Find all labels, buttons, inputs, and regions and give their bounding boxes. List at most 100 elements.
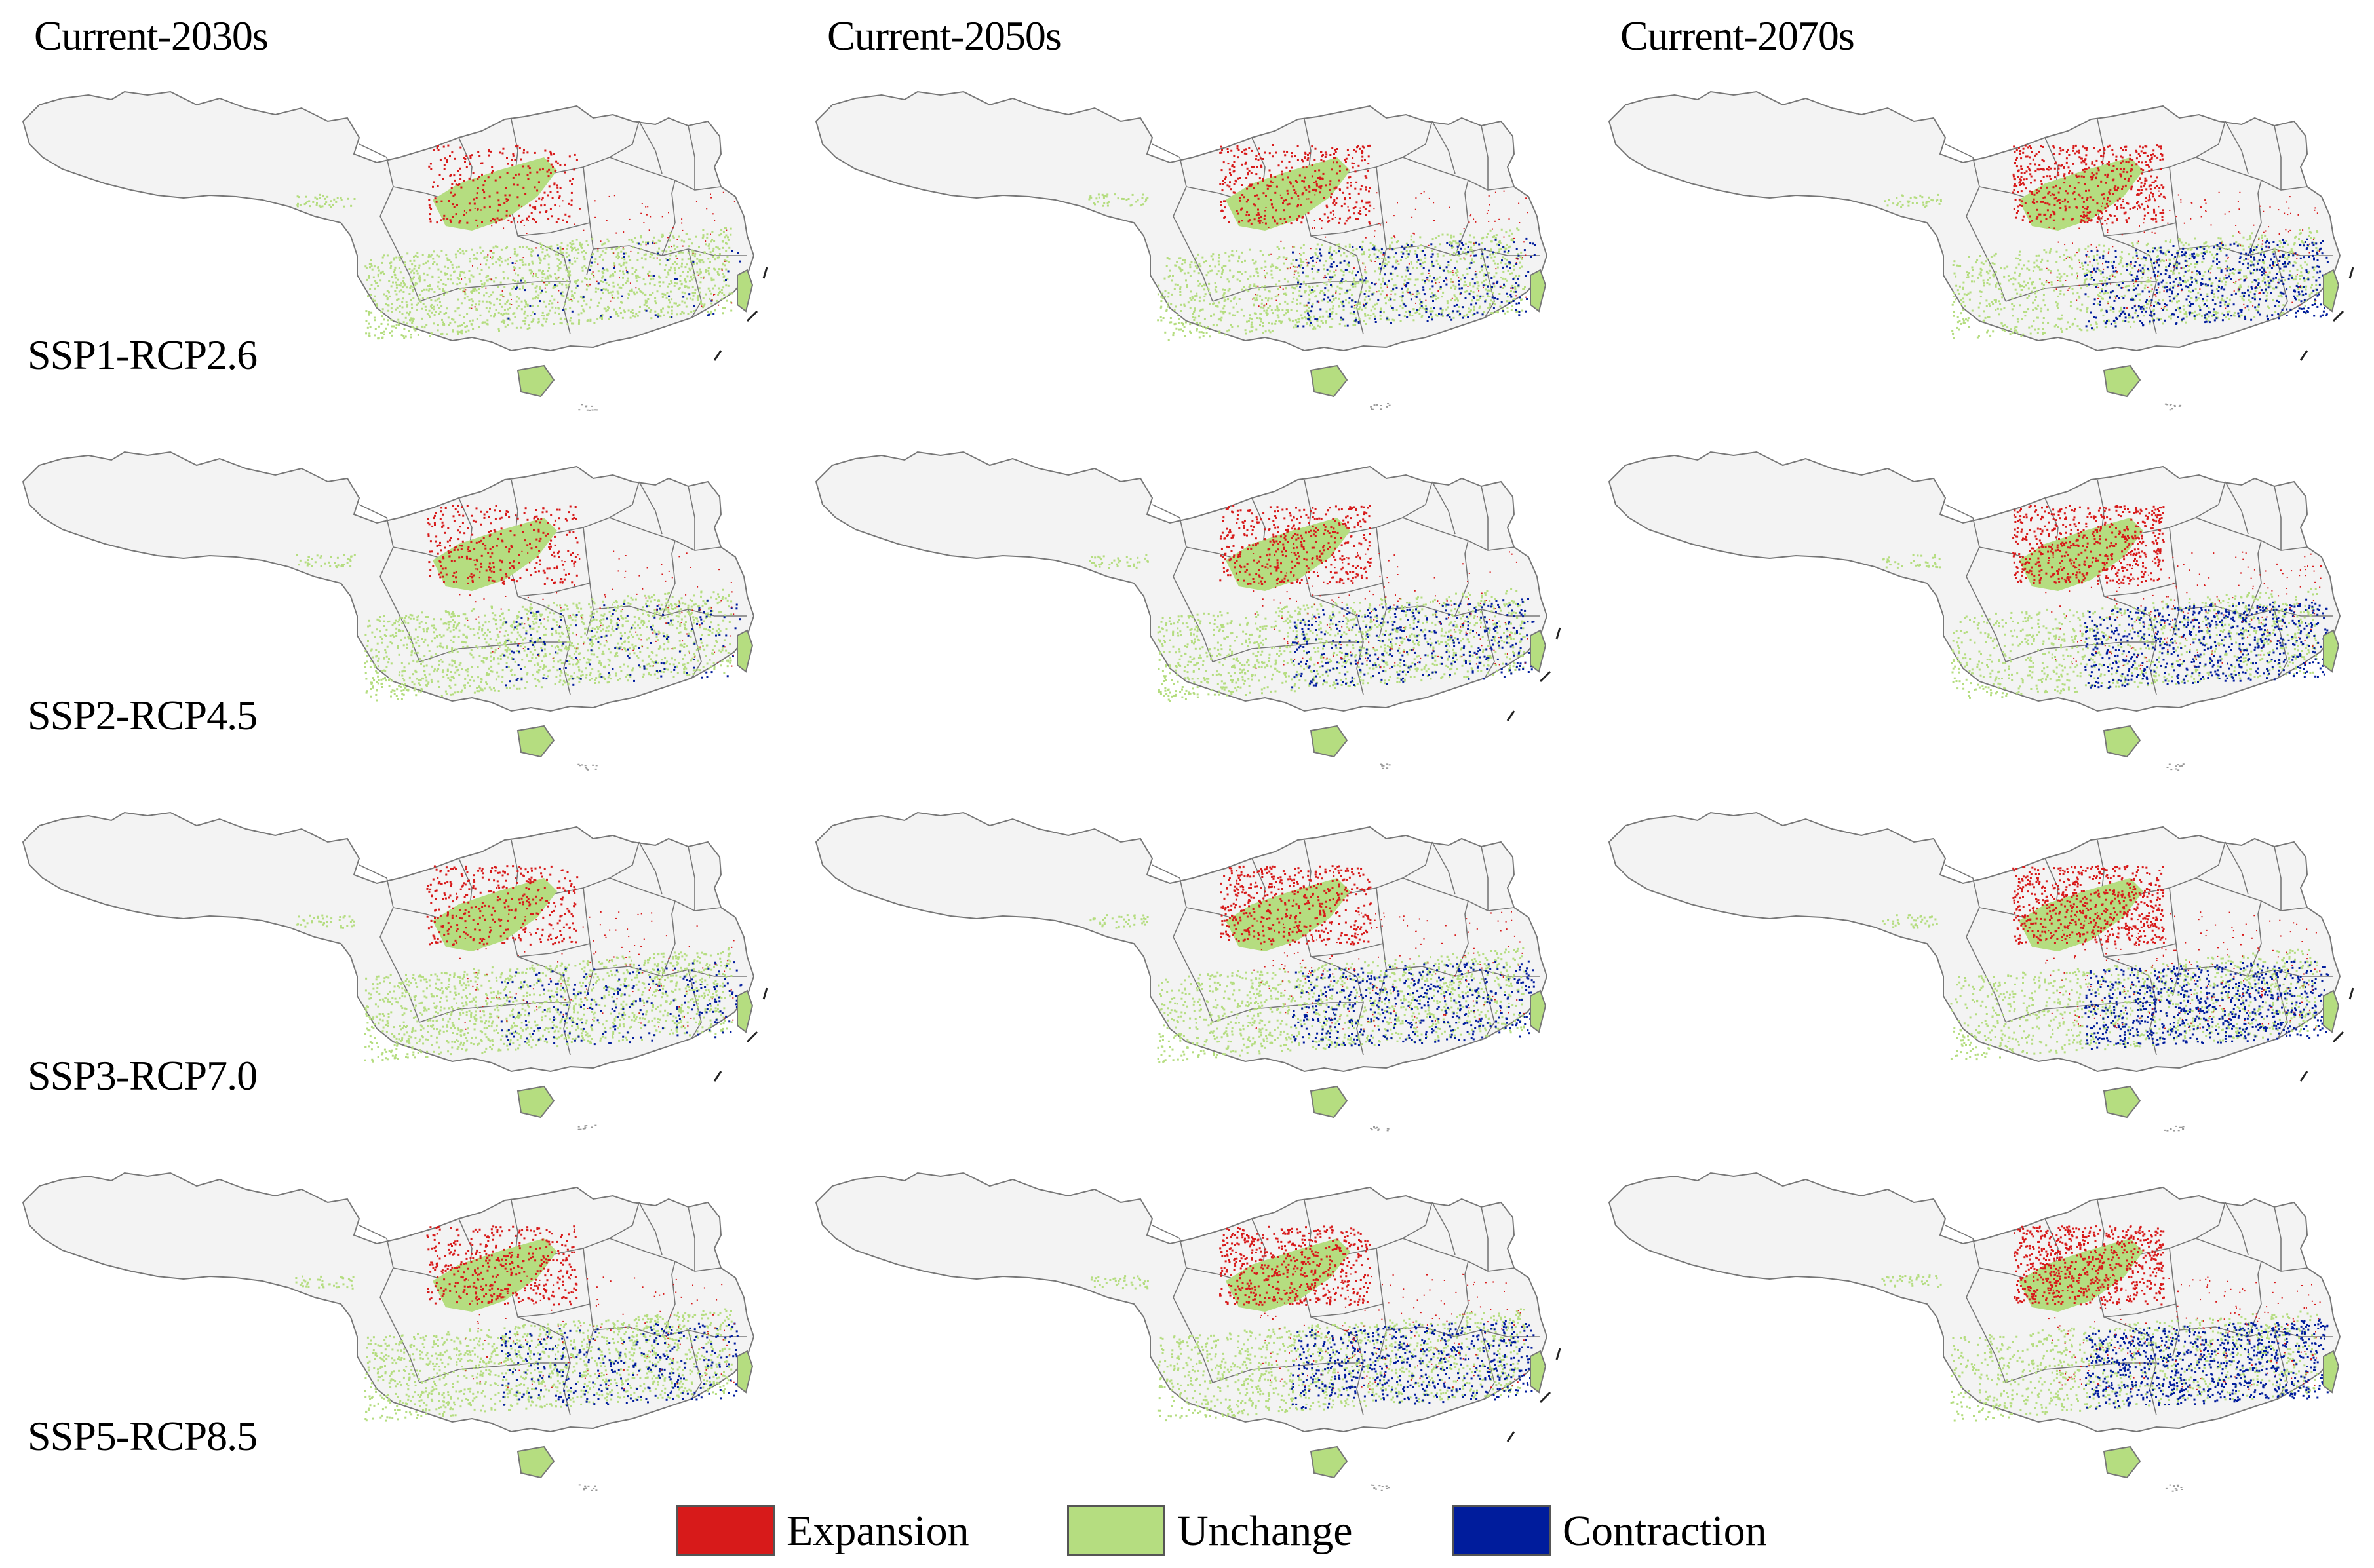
unchange-cell <box>725 250 728 252</box>
unchange-cell <box>661 250 664 252</box>
expansion-cell <box>2065 161 2068 164</box>
unchange-cell <box>2001 296 2004 299</box>
expansion-cell <box>1320 151 1322 153</box>
unchange-cell <box>698 259 701 261</box>
unchange-cell <box>469 258 471 260</box>
expansion-cell <box>1350 184 1352 187</box>
expansion-cell <box>1508 218 1510 220</box>
expansion-cell <box>1463 228 1465 229</box>
expansion-cell <box>1281 223 1283 224</box>
expansion-cell <box>509 257 511 259</box>
expansion-cell <box>1468 221 1470 223</box>
unchange-cell <box>712 247 715 250</box>
expansion-cell <box>2127 202 2130 205</box>
expansion-cell <box>549 208 552 210</box>
contraction-cell <box>1384 283 1386 285</box>
unchange-cell <box>454 253 457 256</box>
unchange-cell <box>2241 297 2244 300</box>
expansion-cell <box>2038 168 2040 171</box>
contraction-cell <box>1432 265 1435 267</box>
unchange-cell <box>2263 277 2266 279</box>
unchange-cell <box>610 248 613 250</box>
unchange-cell <box>1285 257 1288 259</box>
unchange-cell <box>1298 294 1301 297</box>
expansion-cell <box>645 244 647 246</box>
expansion-cell <box>2137 180 2140 182</box>
unchange-cell <box>412 326 414 328</box>
expansion-cell <box>1303 186 1306 189</box>
unchange-cell <box>470 298 473 301</box>
contraction-cell <box>739 260 741 263</box>
unchange-cell <box>2043 332 2046 334</box>
unchange-cell <box>633 293 636 296</box>
unchange-cell <box>463 297 466 300</box>
range-cells <box>296 144 741 340</box>
unchange-cell <box>1401 275 1403 278</box>
expansion-cell <box>1353 267 1355 269</box>
unchange-cell <box>593 275 595 278</box>
contraction-cell <box>725 279 727 281</box>
expansion-cell <box>2040 180 2042 183</box>
unchange-cell <box>429 316 431 318</box>
unchange-cell <box>376 303 378 306</box>
expansion-cell <box>501 152 504 155</box>
expansion-cell <box>1302 160 1304 163</box>
unchange-cell <box>575 282 577 285</box>
unchange-cell <box>393 258 395 261</box>
expansion-cell <box>1386 294 1388 296</box>
unchange-cell <box>1368 248 1371 251</box>
unchange-cell <box>722 246 724 249</box>
expansion-cell <box>1311 175 1313 178</box>
unchange-cell <box>2066 275 2069 277</box>
unchange-cell <box>472 288 475 291</box>
unchange-cell <box>1181 263 1184 265</box>
unchange-cell <box>1189 263 1192 266</box>
unchange-cell <box>728 261 730 263</box>
contraction-cell <box>1422 250 1424 252</box>
expansion-cell <box>2122 170 2125 173</box>
unchange-cell <box>2059 318 2061 321</box>
unchange-cell <box>1344 299 1347 301</box>
unchange-cell <box>714 258 716 261</box>
expansion-cell <box>676 258 678 259</box>
unchange-cell <box>296 205 299 208</box>
contraction-cell <box>1500 301 1503 303</box>
unchange-cell <box>1330 254 1333 257</box>
contraction-cell <box>1440 313 1443 316</box>
expansion-cell <box>464 158 467 160</box>
unchange-cell <box>408 268 411 270</box>
expansion-cell <box>2074 152 2076 155</box>
contraction-cell <box>515 288 517 290</box>
unchange-cell <box>652 257 655 259</box>
expansion-cell <box>454 179 456 182</box>
unchange-cell <box>1202 332 1205 334</box>
unchange-cell <box>1261 299 1264 301</box>
expansion-cell <box>545 211 547 213</box>
contraction-cell <box>1352 283 1354 286</box>
expansion-cell <box>446 161 448 163</box>
unchange-cell <box>684 266 687 269</box>
unchange-cell <box>386 298 389 301</box>
unchange-cell <box>591 237 594 240</box>
expansion-cell <box>2056 199 2059 202</box>
unchange-cell <box>399 259 401 261</box>
contraction-cell <box>1458 287 1461 290</box>
unchange-cell <box>1276 314 1279 316</box>
unchange-cell <box>416 309 418 311</box>
unchange-cell <box>414 284 417 287</box>
expansion-cell <box>1276 222 1279 225</box>
unchange-cell <box>1262 332 1264 334</box>
expansion-cell <box>1318 185 1321 188</box>
unchange-cell <box>1256 299 1258 301</box>
contraction-cell <box>1416 256 1418 258</box>
expansion-cell <box>532 218 534 220</box>
unchange-cell <box>1414 312 1417 314</box>
expansion-cell <box>1269 185 1272 187</box>
unchange-cell <box>1294 265 1296 268</box>
unchange-cell <box>2232 235 2234 237</box>
unchange-cell <box>1504 312 1506 315</box>
expansion-cell <box>521 205 523 207</box>
unchange-cell <box>2226 311 2228 313</box>
contraction-cell <box>1346 289 1349 292</box>
unchange-cell <box>429 335 431 337</box>
